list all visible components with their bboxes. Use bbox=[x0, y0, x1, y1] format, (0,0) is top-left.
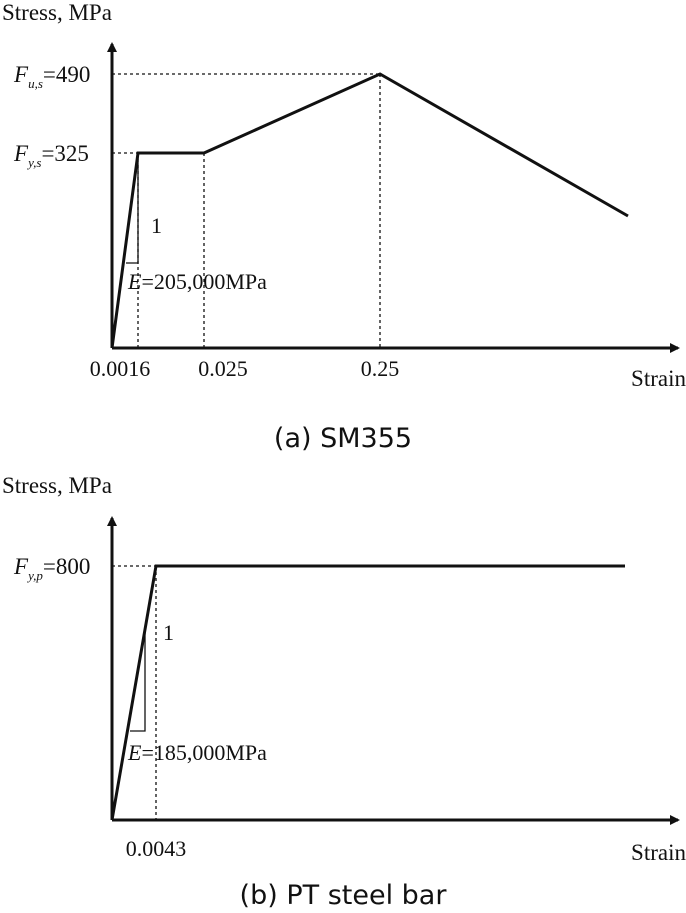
chart-b-slope-triangle bbox=[130, 631, 146, 732]
chart-a-ytick-fy: Fy,s=325 bbox=[13, 141, 89, 170]
chart-a-modulus-label: E=205,000MPa bbox=[127, 269, 267, 294]
chart-a-modulus-text: =205,000MPa bbox=[141, 269, 267, 294]
chart-a-ytick-fy-sub: y,s bbox=[26, 155, 41, 170]
chart-b-xlabel: Strain bbox=[631, 840, 686, 865]
chart-a-ytick-fu-value: =490 bbox=[43, 62, 90, 87]
chart-a-slope-label: 1 bbox=[151, 213, 162, 238]
chart-b-modulus-symbol: E bbox=[127, 740, 142, 765]
chart-a-xtick-2: 0.025 bbox=[198, 356, 248, 381]
chart-b-ytick-fy-value: =800 bbox=[43, 554, 90, 579]
chart-a-ytick-fy-symbol: F bbox=[13, 141, 29, 166]
chart-a-ytick-fu-symbol: F bbox=[13, 62, 29, 87]
chart-b: Stress, MPa 1 E=185,000MPa Fy,p=800 0.00… bbox=[2, 473, 686, 911]
chart-b-ytick-fy-symbol: F bbox=[13, 554, 29, 579]
chart-a-slope-triangle bbox=[126, 153, 139, 264]
chart-b-ytick-fy: Fy,p=800 bbox=[13, 554, 90, 583]
chart-a: Stress, MPa 1 E=205,000MPa Fu,s=490 Fy,s… bbox=[2, 0, 686, 454]
chart-b-ytick-fy-sub: y,p bbox=[26, 568, 43, 583]
chart-b-slope-label: 1 bbox=[163, 620, 174, 645]
chart-a-xlabel: Strain bbox=[631, 366, 686, 391]
chart-a-series-line bbox=[110, 72, 629, 349]
chart-b-series-line bbox=[110, 564, 625, 821]
chart-a-xtick-1: 0.0016 bbox=[90, 356, 151, 381]
chart-a-ytick-fy-value: =325 bbox=[41, 141, 88, 166]
chart-a-ylabel: Stress, MPa bbox=[2, 0, 112, 25]
chart-a-xtick-3: 0.25 bbox=[361, 356, 400, 381]
chart-b-xtick-1: 0.0043 bbox=[126, 836, 187, 861]
chart-a-ytick-fu-sub: u,s bbox=[28, 76, 43, 91]
chart-b-ylabel: Stress, MPa bbox=[2, 473, 112, 498]
chart-b-caption: (b) PT steel bar bbox=[240, 880, 448, 911]
chart-a-caption: (a) SM355 bbox=[274, 423, 412, 454]
chart-b-modulus-label: E=185,000MPa bbox=[127, 740, 267, 765]
chart-a-ytick-fu: Fu,s=490 bbox=[13, 62, 90, 91]
chart-a-modulus-symbol: E bbox=[127, 269, 142, 294]
chart-b-modulus-text: =185,000MPa bbox=[141, 740, 267, 765]
